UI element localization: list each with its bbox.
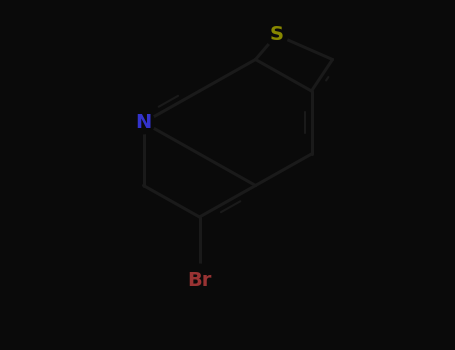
Circle shape xyxy=(132,111,155,134)
Text: S: S xyxy=(269,26,283,44)
Text: N: N xyxy=(136,113,152,132)
Text: Br: Br xyxy=(187,271,212,289)
Circle shape xyxy=(265,24,288,46)
Circle shape xyxy=(184,264,215,296)
